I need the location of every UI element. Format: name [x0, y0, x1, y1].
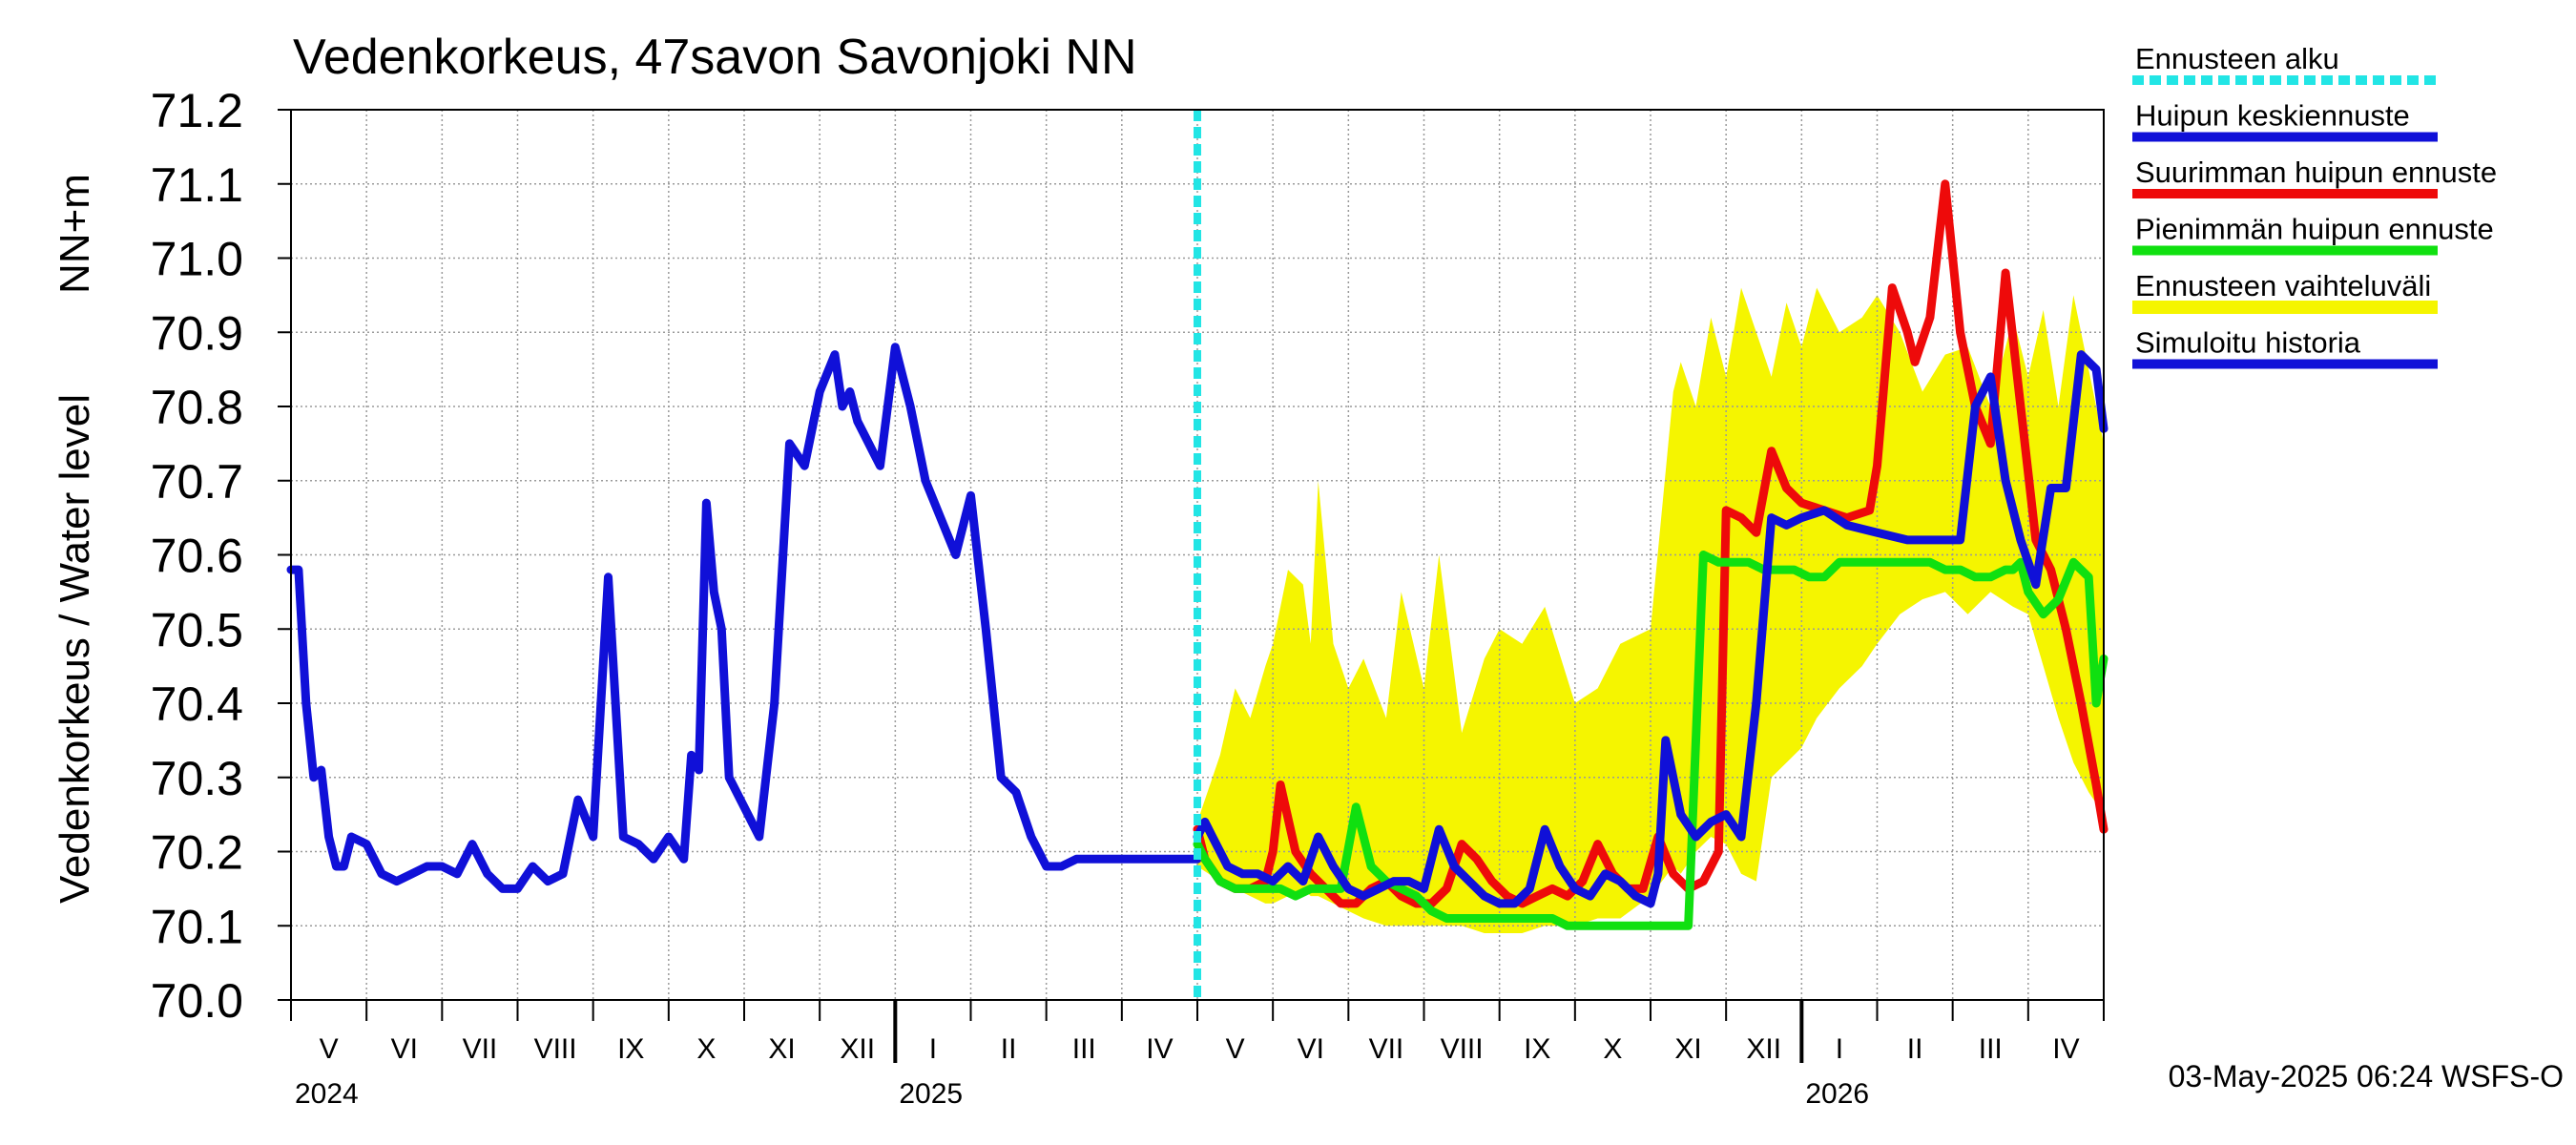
legend-label: Huipun keskiennuste: [2135, 99, 2410, 133]
y-tick-label: 71.0: [151, 233, 243, 286]
month-label: V: [1226, 1033, 1245, 1065]
grid-layer: [291, 109, 2104, 1001]
month-label: I: [929, 1033, 937, 1065]
frame-layer: [278, 109, 2105, 1063]
month-label: V: [320, 1033, 339, 1065]
y-tick-label: 70.3: [151, 752, 243, 805]
month-label: VI: [391, 1033, 418, 1065]
series-simuloitu-historia: [286, 343, 1202, 893]
year-label: 2024: [295, 1078, 359, 1110]
month-label: X: [1603, 1033, 1622, 1065]
month-label: VIII: [534, 1033, 577, 1065]
year-label: 2026: [1805, 1078, 1869, 1110]
month-label: XI: [1674, 1033, 1701, 1065]
month-label: X: [696, 1033, 716, 1065]
y-tick-label: 70.4: [151, 677, 243, 731]
legend-label: Simuloitu historia: [2135, 326, 2361, 360]
y-tick-label: 70.5: [151, 603, 243, 656]
y-tick-label: 71.2: [151, 84, 243, 137]
month-label: IX: [1524, 1033, 1550, 1065]
y-axis-label: Vedenkorkeus / Water level: [52, 394, 98, 904]
month-label: II: [1907, 1033, 1923, 1065]
series-suurimman-huipun-ennuste: [1193, 179, 2109, 908]
y-tick-label: 70.1: [151, 900, 243, 953]
text-layer: 70.0 70.1 70.2 70.3 70.4 70.5 70.6 70.7 70.8 70.9…: [52, 30, 2564, 1110]
month-label: III: [1979, 1033, 2003, 1065]
legend: Ennusteen alku Huipun keskiennuste Suurimm…: [2132, 42, 2497, 369]
month-label: XII: [840, 1033, 875, 1065]
y-axis-unit: NN+m: [52, 174, 98, 294]
month-label: IX: [617, 1033, 644, 1065]
y-tick-label: 70.2: [151, 826, 243, 880]
month-label: XII: [1746, 1033, 1781, 1065]
chart-title: Vedenkorkeus, 47savon Savonjoki NN: [293, 30, 1137, 85]
month-label: VII: [463, 1033, 498, 1065]
y-tick-label: 70.6: [151, 530, 243, 583]
month-label: IV: [2052, 1033, 2079, 1065]
month-label: III: [1072, 1033, 1096, 1065]
legend-label: Ennusteen vaihteluväli: [2135, 269, 2431, 302]
month-label: II: [1001, 1033, 1017, 1065]
month-label: XI: [768, 1033, 795, 1065]
footer-timestamp: 03-May-2025 06:24 WSFS-O: [2169, 1059, 2564, 1093]
series-pienimman-huipun-ennuste: [1193, 551, 2109, 930]
month-label: VI: [1298, 1033, 1324, 1065]
y-tick-label: 70.8: [151, 381, 243, 434]
month-label: VIII: [1441, 1033, 1484, 1065]
y-tick-label: 71.1: [151, 158, 243, 212]
legend-label: Pienimmän huipun ennuste: [2135, 213, 2494, 246]
month-label: IV: [1146, 1033, 1173, 1065]
series-layer: [286, 110, 2109, 1000]
legend-label: Suurimman huipun ennuste: [2135, 156, 2497, 189]
legend-label: Ennusteen alku: [2135, 42, 2339, 75]
year-label: 2025: [899, 1078, 963, 1110]
month-label: VII: [1369, 1033, 1404, 1065]
y-tick-label: 70.7: [151, 455, 243, 509]
series-huipun-keskiennuste: [1193, 350, 2109, 908]
y-tick-label: 70.9: [151, 306, 243, 360]
y-tick-label: 70.0: [151, 974, 243, 1028]
month-label: I: [1836, 1033, 1843, 1065]
